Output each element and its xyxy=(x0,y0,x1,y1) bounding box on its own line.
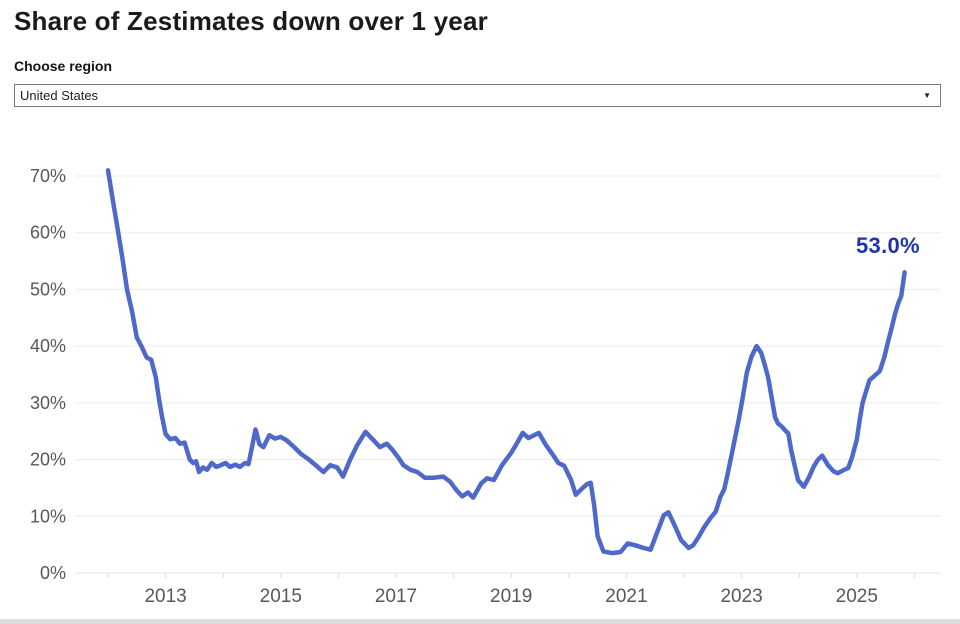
y-axis-tick-label: 0% xyxy=(40,563,66,583)
x-axis-tick-label: 2025 xyxy=(836,586,878,607)
x-axis-tick-label: 2023 xyxy=(720,586,762,607)
x-axis-tick-label: 2019 xyxy=(490,586,532,607)
region-select-label: Choose region xyxy=(14,58,113,74)
x-axis-tick-label: 2013 xyxy=(144,586,186,607)
x-axis-tick-label: 2015 xyxy=(260,586,302,607)
y-axis-tick-label: 70% xyxy=(30,166,66,186)
chevron-down-icon: ▼ xyxy=(923,90,931,100)
y-axis-tick-label: 50% xyxy=(30,279,66,299)
x-axis-tick-label: 2017 xyxy=(375,586,417,607)
chart-line-united-states xyxy=(105,168,907,556)
region-select[interactable]: United States ▼ xyxy=(14,84,941,107)
current-value-label: 53.0% xyxy=(856,233,920,258)
x-axis-tick-label: 2021 xyxy=(605,586,647,607)
region-select-value: United States xyxy=(20,88,99,103)
y-axis-tick-label: 30% xyxy=(30,393,66,413)
page-bottom-divider xyxy=(0,619,960,624)
page-title: Share of Zestimates down over 1 year xyxy=(14,6,488,36)
y-axis-tick-label: 20% xyxy=(30,450,66,470)
y-axis-tick-label: 10% xyxy=(30,506,66,526)
y-axis-tick-label: 60% xyxy=(30,223,66,243)
y-axis-tick-label: 40% xyxy=(30,336,66,356)
